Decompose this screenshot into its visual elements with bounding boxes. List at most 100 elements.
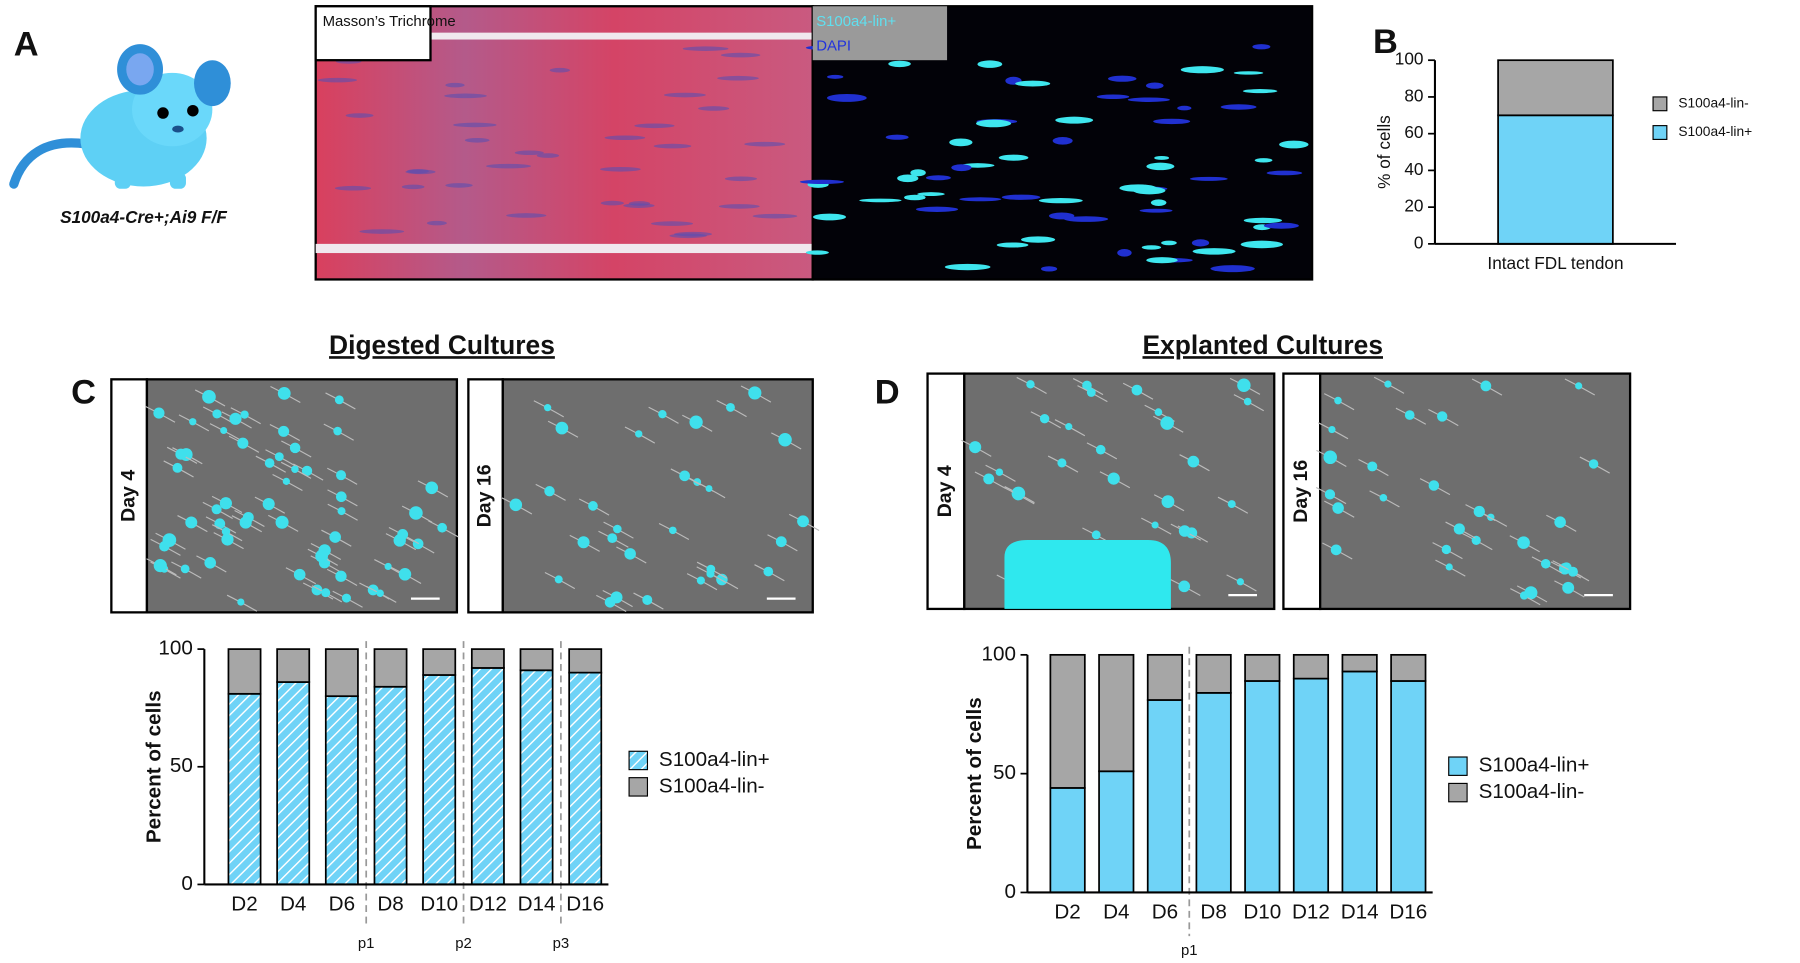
- nucleus: [859, 198, 902, 203]
- cell: [1160, 416, 1174, 430]
- cell: [1026, 380, 1035, 389]
- nucleus: [1220, 104, 1257, 110]
- nucleus: [1040, 266, 1058, 272]
- legend-swatch: [1652, 96, 1668, 112]
- cell: [334, 395, 344, 405]
- cell: [212, 409, 222, 419]
- cell: [613, 524, 622, 534]
- label-box: [467, 378, 504, 614]
- panel-letter: A: [14, 26, 39, 64]
- nucleus: [915, 206, 959, 212]
- cell: [624, 548, 636, 560]
- cell: [763, 566, 774, 577]
- y-axis-label: % of cells: [1374, 115, 1394, 189]
- legend-swatch: [628, 777, 649, 797]
- bar-segment: [1497, 59, 1614, 117]
- x-tick-label: D8: [1200, 901, 1226, 924]
- nucleus: [1141, 245, 1162, 250]
- chart-title: Explanted Cultures: [1143, 330, 1384, 360]
- legend-swatch: [1652, 125, 1668, 140]
- culture-images: Day 4 Day 16 Day 4 Day 16: [110, 372, 1632, 614]
- nucleus: [506, 213, 547, 218]
- cell: [185, 516, 198, 529]
- nucleus: [1242, 89, 1278, 94]
- cell: [264, 458, 275, 468]
- bar-segment: [519, 669, 554, 886]
- explant: [1004, 540, 1171, 609]
- y-tick-label: 50: [170, 754, 193, 777]
- x-tick-label: D2: [231, 893, 257, 916]
- cell: [1091, 530, 1101, 540]
- y-tick-label: 100: [981, 642, 1015, 665]
- cell: [1151, 521, 1159, 529]
- cell: [221, 527, 231, 536]
- nucleus: [1252, 44, 1271, 50]
- y-tick-label: 0: [181, 872, 193, 895]
- bar-segment: [1292, 677, 1330, 894]
- cell: [554, 575, 563, 584]
- x-tick-label: D10: [1243, 901, 1281, 924]
- legend-label: S100a4-lin+: [1678, 124, 1752, 139]
- nucleus: [910, 169, 926, 177]
- nucleus: [1139, 208, 1173, 213]
- x-tick-label: D10: [420, 893, 458, 916]
- nucleus: [1038, 198, 1083, 204]
- cell: [172, 462, 183, 473]
- cell: [577, 536, 590, 549]
- cell: [384, 562, 392, 571]
- nucleus: [623, 203, 655, 208]
- micrograph-detail: [317, 44, 1309, 273]
- cell: [1480, 380, 1492, 392]
- legend-label: S100a4-lin-: [659, 774, 765, 797]
- nucleus: [799, 179, 845, 185]
- cell: [293, 568, 306, 581]
- cell: [1187, 455, 1200, 468]
- x-tick-label: D14: [518, 893, 556, 916]
- cell: [262, 498, 275, 511]
- cell: [543, 404, 552, 412]
- nucleus: [996, 242, 1029, 248]
- nucleus: [1146, 162, 1175, 171]
- nucleus: [975, 119, 1012, 128]
- passage-label: p1: [358, 935, 375, 952]
- y-tick-label: 20: [1404, 196, 1423, 216]
- nucleus: [1127, 97, 1170, 102]
- cell: [291, 465, 299, 473]
- bar-segment: [1049, 787, 1086, 894]
- legend-swatch: [628, 750, 649, 771]
- legend-swatch: [1448, 756, 1468, 776]
- nucleus: [600, 200, 624, 206]
- label-box: [926, 372, 966, 611]
- nucleus: [1150, 199, 1167, 206]
- nucleus: [1263, 222, 1299, 229]
- cell: [425, 481, 439, 495]
- cell: [778, 433, 792, 447]
- micrograph: [1319, 372, 1632, 611]
- nucleus: [1146, 257, 1178, 264]
- nucleus: [653, 143, 692, 149]
- nucleus: [827, 74, 844, 79]
- cell: [705, 485, 713, 492]
- cell: [189, 418, 197, 426]
- legend-label: S100a4-lin-: [1678, 95, 1748, 110]
- y-tick-label: 50: [993, 761, 1016, 784]
- cell: [1367, 461, 1378, 472]
- legend-label: S100a4-lin+: [1479, 754, 1590, 777]
- nucleus: [904, 194, 926, 201]
- cell: [1178, 580, 1191, 593]
- bar-segment: [1195, 653, 1232, 694]
- nucleus: [405, 169, 436, 175]
- nucleus: [445, 82, 465, 88]
- cell: [335, 570, 347, 582]
- nucleus: [634, 123, 675, 129]
- cell: [333, 426, 342, 436]
- nucleus: [1192, 248, 1236, 255]
- cell: [610, 591, 623, 604]
- nucleus: [1279, 140, 1309, 149]
- nucleus: [1266, 170, 1303, 176]
- x-tick-label: D16: [566, 893, 604, 916]
- cell: [1131, 384, 1143, 396]
- nucleus: [1108, 75, 1137, 82]
- cell: [797, 515, 809, 528]
